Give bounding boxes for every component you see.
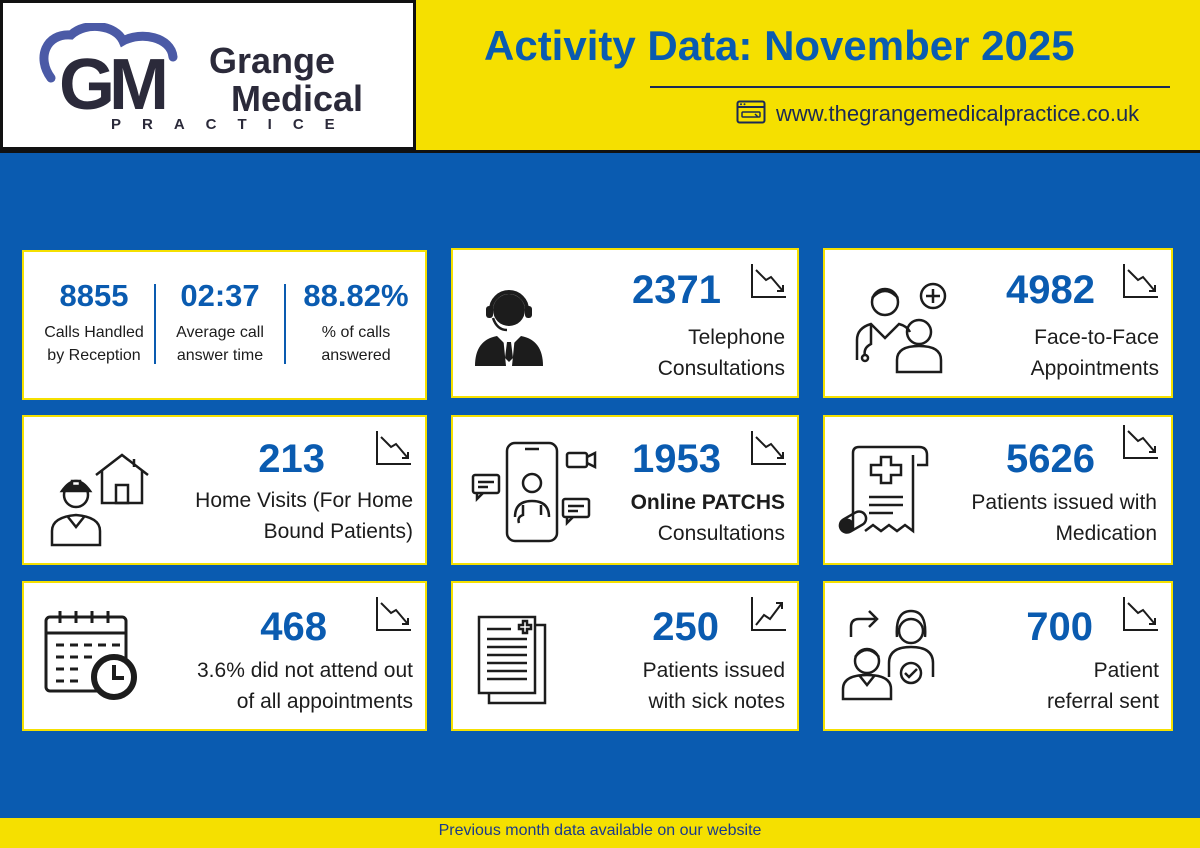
calls-divider xyxy=(284,284,286,364)
footer-note: Previous month data available on our web… xyxy=(0,818,1200,848)
logo-mark-icon: GM xyxy=(39,23,178,123)
sick-notes-value: 250 xyxy=(652,605,719,649)
calls-handled-value: 8855 xyxy=(59,278,129,313)
home-visits-label-2: Bound Patients) xyxy=(263,520,413,543)
average-answer-label-1: Average call xyxy=(176,324,264,341)
logo-word-medical: Medical xyxy=(231,78,364,119)
dna-label-1: 3.6% did not attend out xyxy=(197,659,413,682)
trend-up-icon xyxy=(751,597,786,631)
logo-word-grange: Grange xyxy=(209,40,336,81)
telephone-card: 2371 Telephone Consultations xyxy=(451,248,799,398)
home-visits-card: 213 Home Visits (For Home Bound Patients… xyxy=(22,415,427,565)
face-to-face-card: 4982 Face-to-Face Appointments xyxy=(823,248,1173,398)
average-answer-label-2: answer time xyxy=(176,347,264,364)
calls-answered-label-1: % of calls xyxy=(321,324,391,341)
header: GM Grange Medical PRACTICE Activity Data… xyxy=(0,0,1200,153)
sick-notes-label-1: Patients issued xyxy=(642,659,785,682)
dna-card: 468 3.6% did not attend out of all appoi… xyxy=(22,581,427,731)
face-to-face-label-2: Appointments xyxy=(1030,357,1159,380)
calls-handled-stat: 8855 Calls Handled by Reception xyxy=(28,252,160,367)
medical-documents-icon xyxy=(477,615,547,705)
telephone-label-2: Consultations xyxy=(657,357,785,380)
trend-down-icon xyxy=(751,431,786,465)
browser-window-icon xyxy=(736,100,766,124)
calls-card: 8855 Calls Handled by Reception 02:37 Av… xyxy=(22,250,427,400)
page-title: Activity Data: November 2025 xyxy=(484,22,1075,69)
calls-answered-label-2: answered xyxy=(321,347,391,364)
prescription-scroll-icon xyxy=(838,445,929,534)
sick-notes-card: 250 Patients issued with sick notes xyxy=(451,581,799,731)
home-visit-icon xyxy=(50,453,149,547)
website-link[interactable]: www.thegrangemedicalpractice.co.uk xyxy=(776,101,1140,126)
online-card: 1953 Online PATCHS Consultations xyxy=(451,415,799,565)
patient-referral-icon xyxy=(841,609,935,701)
online-value: 1953 xyxy=(632,437,721,481)
logo: GM Grange Medical PRACTICE xyxy=(0,0,416,150)
phone-video-consult-icon xyxy=(471,441,597,543)
calls-handled-label-2: by Reception xyxy=(47,347,141,364)
logo-word-practice: PRACTICE xyxy=(111,116,356,133)
average-answer-stat: 02:37 Average call answer time xyxy=(157,252,283,367)
doctor-patient-icon xyxy=(855,282,947,374)
trend-down-icon xyxy=(751,264,786,298)
trend-down-icon xyxy=(1123,597,1158,631)
face-to-face-value: 4982 xyxy=(1006,268,1095,312)
svg-text:GM: GM xyxy=(59,45,165,123)
telephone-label-1: Telephone xyxy=(688,326,785,349)
header-divider xyxy=(650,86,1170,88)
home-visits-label-1: Home Visits (For Home xyxy=(195,489,413,512)
sick-notes-label-2: with sick notes xyxy=(648,690,785,713)
calls-answered-stat: 88.82% % of calls answered xyxy=(288,252,424,367)
online-label-2: Consultations xyxy=(657,522,785,545)
dna-value: 468 xyxy=(260,605,327,649)
referral-value: 700 xyxy=(1026,605,1093,649)
trend-down-icon xyxy=(376,597,411,631)
header-border xyxy=(0,150,1200,153)
call-center-agent-icon xyxy=(475,290,543,366)
calls-divider xyxy=(154,284,156,364)
calls-handled-label-1: Calls Handled xyxy=(44,324,144,341)
calls-answered-value: 88.82% xyxy=(303,278,409,313)
trend-down-icon xyxy=(1123,264,1158,298)
trend-down-icon xyxy=(1123,425,1158,459)
face-to-face-label-1: Face-to-Face xyxy=(1034,326,1159,349)
average-answer-value: 02:37 xyxy=(180,278,260,313)
medication-label-1: Patients issued with xyxy=(971,491,1157,514)
referral-label-1: Patient xyxy=(1093,659,1159,682)
referral-card: 700 Patient referral sent xyxy=(823,581,1173,731)
medication-card: 5626 Patients issued with Medication xyxy=(823,415,1173,565)
medication-value: 5626 xyxy=(1006,437,1095,481)
home-visits-value: 213 xyxy=(258,437,325,481)
medication-label-2: Medication xyxy=(1055,522,1157,545)
referral-label-2: referral sent xyxy=(1046,690,1159,713)
dna-label-2: of all appointments xyxy=(236,690,413,713)
online-label-1: Online PATCHS xyxy=(630,491,785,514)
trend-down-icon xyxy=(376,431,411,465)
telephone-value: 2371 xyxy=(632,268,721,312)
calendar-clock-icon xyxy=(44,611,137,700)
